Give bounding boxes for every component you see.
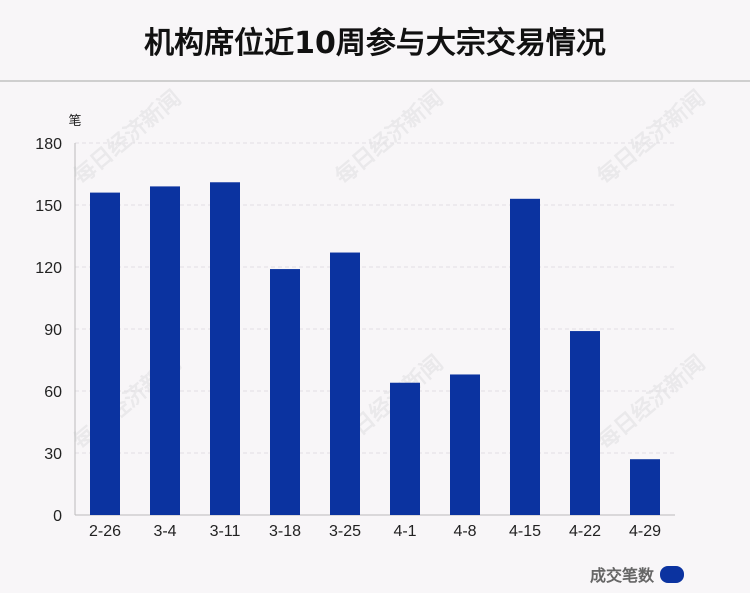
x-tick-label: 4-29 bbox=[629, 523, 661, 540]
y-tick-label: 60 bbox=[44, 384, 62, 401]
x-tick-label: 3-11 bbox=[210, 523, 241, 540]
y-tick-label: 150 bbox=[35, 198, 62, 215]
bar bbox=[570, 331, 600, 515]
bar bbox=[330, 252, 360, 516]
x-tick-label: 4-1 bbox=[393, 523, 416, 540]
bar bbox=[210, 182, 240, 515]
x-tick-label: 3-4 bbox=[153, 523, 176, 540]
x-tick-label: 3-18 bbox=[269, 523, 301, 540]
bar bbox=[90, 192, 120, 515]
bar bbox=[630, 459, 660, 515]
title-divider bbox=[0, 80, 750, 82]
bar bbox=[150, 186, 180, 515]
y-tick-label: 30 bbox=[44, 446, 62, 463]
x-tick-label: 3-25 bbox=[329, 523, 361, 540]
legend-swatch bbox=[660, 565, 684, 583]
x-tick-label: 2-26 bbox=[89, 523, 121, 540]
legend-label: 成交笔数 bbox=[589, 566, 654, 585]
bar bbox=[450, 374, 480, 515]
y-tick-label: 180 bbox=[35, 136, 62, 153]
x-tick-label: 4-8 bbox=[453, 523, 476, 540]
legend: 成交笔数 bbox=[590, 562, 684, 586]
bar bbox=[270, 269, 300, 515]
y-axis-unit: 笔 bbox=[68, 113, 81, 129]
x-tick-label: 4-22 bbox=[569, 523, 601, 540]
y-tick-label: 120 bbox=[35, 260, 62, 277]
bar bbox=[510, 198, 540, 516]
chart-title: 机构席位近10周参与大宗交易情况 bbox=[144, 26, 606, 61]
x-tick-label: 4-15 bbox=[509, 523, 541, 540]
bar bbox=[390, 382, 420, 515]
y-tick-label: 90 bbox=[44, 322, 62, 339]
y-tick-label: 0 bbox=[53, 508, 62, 525]
